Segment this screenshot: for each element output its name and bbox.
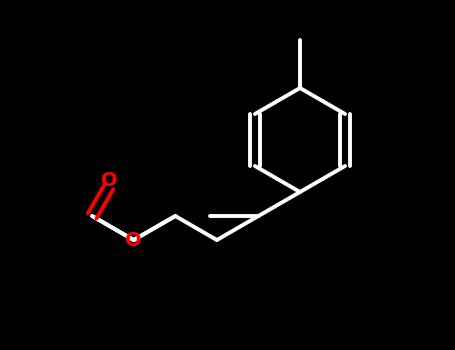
- Text: O: O: [101, 172, 117, 190]
- Text: O: O: [126, 231, 142, 250]
